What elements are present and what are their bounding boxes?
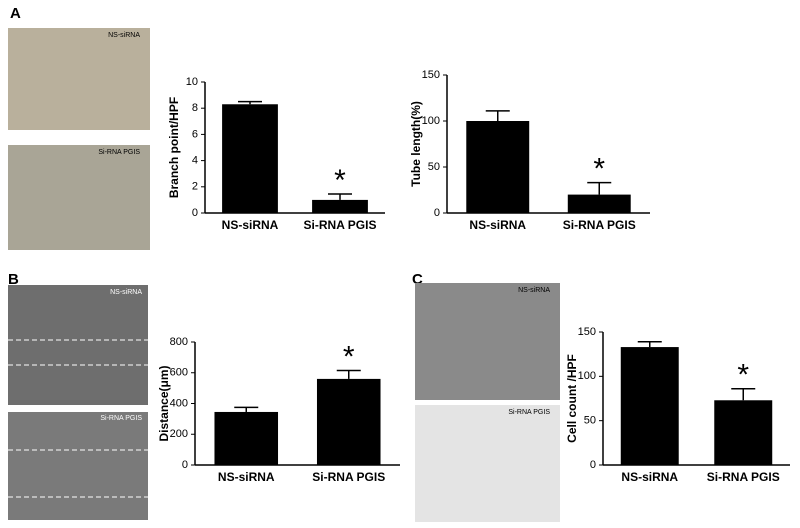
x-tick-label: Si-RNA PGIS [312, 470, 385, 484]
bar [222, 104, 278, 213]
bar [620, 347, 679, 465]
x-tick-label: NS-siRNA [218, 470, 275, 484]
image-label: NS-siRNA [108, 32, 140, 39]
significance-mark: * [737, 359, 749, 392]
y-tick-label: 0 [182, 459, 188, 471]
micrograph [8, 412, 148, 520]
y-tick-label: 150 [422, 69, 440, 81]
y-axis-title: Cell count /HPF [565, 354, 579, 443]
y-axis-title: Distance(μm) [157, 365, 171, 441]
y-tick-label: 0 [590, 459, 596, 471]
y-axis-title: Tube length(%) [409, 101, 423, 187]
significance-mark: * [343, 340, 355, 373]
image-label: Si-RNA PGIS [508, 409, 550, 416]
panel-label: C [412, 271, 423, 288]
y-tick-label: 100 [422, 115, 440, 127]
x-tick-label: NS-siRNA [222, 218, 279, 232]
y-tick-label: 10 [186, 76, 198, 88]
y-tick-label: 800 [170, 336, 188, 348]
y-axis-title: Branch point/HPF [167, 97, 181, 198]
y-tick-label: 0 [434, 207, 440, 219]
y-tick-label: 2 [192, 181, 198, 193]
panel-label: B [8, 271, 19, 288]
bar [714, 400, 773, 465]
y-tick-label: 6 [192, 128, 198, 140]
x-tick-label: Si-RNA PGIS [563, 218, 636, 232]
y-tick-label: 4 [192, 155, 198, 167]
y-tick-label: 150 [578, 326, 596, 338]
micrograph [415, 283, 560, 400]
bar [567, 194, 631, 213]
significance-mark: * [334, 164, 346, 197]
image-label: Si-RNA PGIS [100, 415, 142, 422]
image-label: Si-RNA PGIS [98, 149, 140, 156]
x-tick-label: NS-siRNA [621, 470, 678, 484]
y-tick-label: 200 [170, 428, 188, 440]
significance-mark: * [593, 153, 605, 186]
micrograph [8, 285, 148, 405]
y-tick-label: 100 [578, 370, 596, 382]
y-tick-label: 50 [428, 161, 440, 173]
y-tick-label: 0 [192, 207, 198, 219]
y-tick-label: 400 [170, 397, 188, 409]
x-tick-label: Si-RNA PGIS [304, 218, 377, 232]
y-tick-label: 8 [192, 102, 198, 114]
bar [312, 199, 368, 213]
micrograph [8, 28, 150, 130]
y-tick-label: 50 [584, 415, 596, 427]
image-label: NS-siRNA [518, 287, 550, 294]
x-tick-label: NS-siRNA [469, 218, 526, 232]
micrograph [415, 405, 560, 522]
x-tick-label: Si-RNA PGIS [707, 470, 780, 484]
bar [466, 121, 530, 213]
bar [316, 378, 381, 465]
panel-label: A [10, 5, 21, 22]
y-tick-label: 600 [170, 367, 188, 379]
bar [214, 411, 279, 465]
micrograph [8, 145, 150, 250]
image-label: NS-siRNA [110, 289, 142, 296]
